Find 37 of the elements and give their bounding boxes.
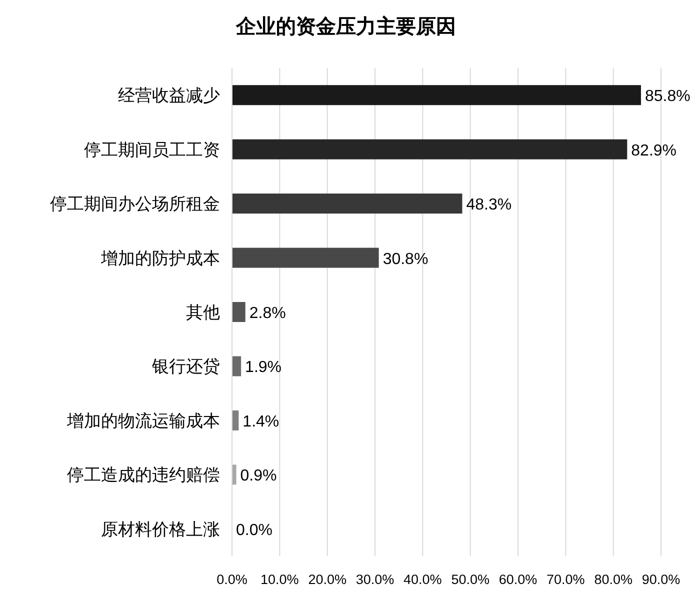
bar: [232, 410, 239, 430]
data-label: 82.9%: [631, 142, 677, 160]
bar: [232, 356, 242, 376]
x-tick-label: 50.0%: [451, 572, 490, 587]
x-tick-label: 20.0%: [308, 572, 346, 587]
chart-title: 企业的资金压力主要原因: [235, 15, 456, 38]
y-tick-label: 停工造成的违约赔偿: [67, 466, 220, 485]
x-tick-label: 60.0%: [498, 572, 538, 587]
y-tick-label: 原材料价格上涨: [101, 520, 220, 539]
x-tick-label: 90.0%: [642, 572, 680, 587]
x-tick-label: 0.0%: [216, 572, 248, 587]
data-label: 1.9%: [245, 359, 282, 376]
bar: [232, 194, 462, 214]
data-label: 48.3%: [466, 196, 512, 214]
bar: [232, 464, 236, 485]
data-label: 30.8%: [382, 250, 428, 268]
x-tick-label: 10.0%: [260, 572, 299, 587]
data-label: 85.8%: [644, 88, 690, 106]
data-label: 0.0%: [236, 522, 272, 539]
y-tick-label: 银行还贷: [151, 357, 220, 376]
data-label: 1.4%: [242, 413, 280, 430]
data-label: 2.8%: [249, 305, 286, 322]
bar: [232, 302, 246, 322]
y-tick-label: 经营收益减少: [118, 86, 220, 106]
bar: [232, 248, 379, 268]
x-tick-label: 40.0%: [404, 572, 442, 587]
data-label: 0.9%: [240, 468, 277, 485]
y-tick-label: 停工期间员工工资: [84, 140, 220, 160]
x-tick-label: 30.0%: [356, 572, 394, 587]
x-tick-label: 70.0%: [546, 572, 585, 587]
y-tick-label: 增加的防护成本: [100, 248, 220, 268]
y-tick-label: 停工期间办公场所租金: [50, 194, 220, 214]
bar: [232, 85, 641, 106]
y-tick-label: 增加的物流运输成本: [66, 411, 220, 430]
bar: [232, 139, 628, 160]
x-tick-label: 80.0%: [594, 572, 632, 587]
y-tick-label: 其他: [186, 303, 220, 322]
